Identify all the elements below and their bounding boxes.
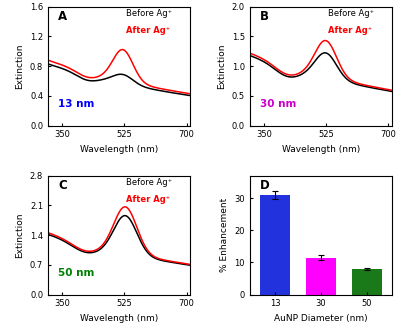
Bar	[260, 195, 290, 295]
X-axis label: Wavelength (nm): Wavelength (nm)	[80, 145, 158, 154]
Text: D: D	[260, 179, 270, 192]
Y-axis label: Extinction: Extinction	[217, 43, 226, 89]
Y-axis label: % Enhancement: % Enhancement	[220, 198, 229, 272]
X-axis label: Wavelength (nm): Wavelength (nm)	[282, 145, 360, 154]
Text: After Ag⁺: After Ag⁺	[328, 26, 372, 35]
Text: After Ag⁺: After Ag⁺	[126, 195, 170, 204]
Text: After Ag⁺: After Ag⁺	[126, 26, 170, 35]
Y-axis label: Extinction: Extinction	[15, 213, 24, 258]
Y-axis label: Extinction: Extinction	[15, 43, 24, 89]
Text: C: C	[58, 179, 67, 192]
Text: 13 nm: 13 nm	[58, 99, 94, 110]
Text: Before Ag⁺: Before Ag⁺	[328, 9, 374, 18]
Bar	[352, 269, 382, 295]
Text: Before Ag⁺: Before Ag⁺	[126, 9, 172, 18]
X-axis label: AuNP Diameter (nm): AuNP Diameter (nm)	[274, 314, 368, 323]
Text: Before Ag⁺: Before Ag⁺	[126, 178, 172, 187]
Text: A: A	[58, 10, 67, 23]
Text: 30 nm: 30 nm	[260, 99, 296, 110]
Bar	[306, 258, 336, 295]
Text: 50 nm: 50 nm	[58, 268, 94, 278]
X-axis label: Wavelength (nm): Wavelength (nm)	[80, 314, 158, 323]
Text: B: B	[260, 10, 269, 23]
